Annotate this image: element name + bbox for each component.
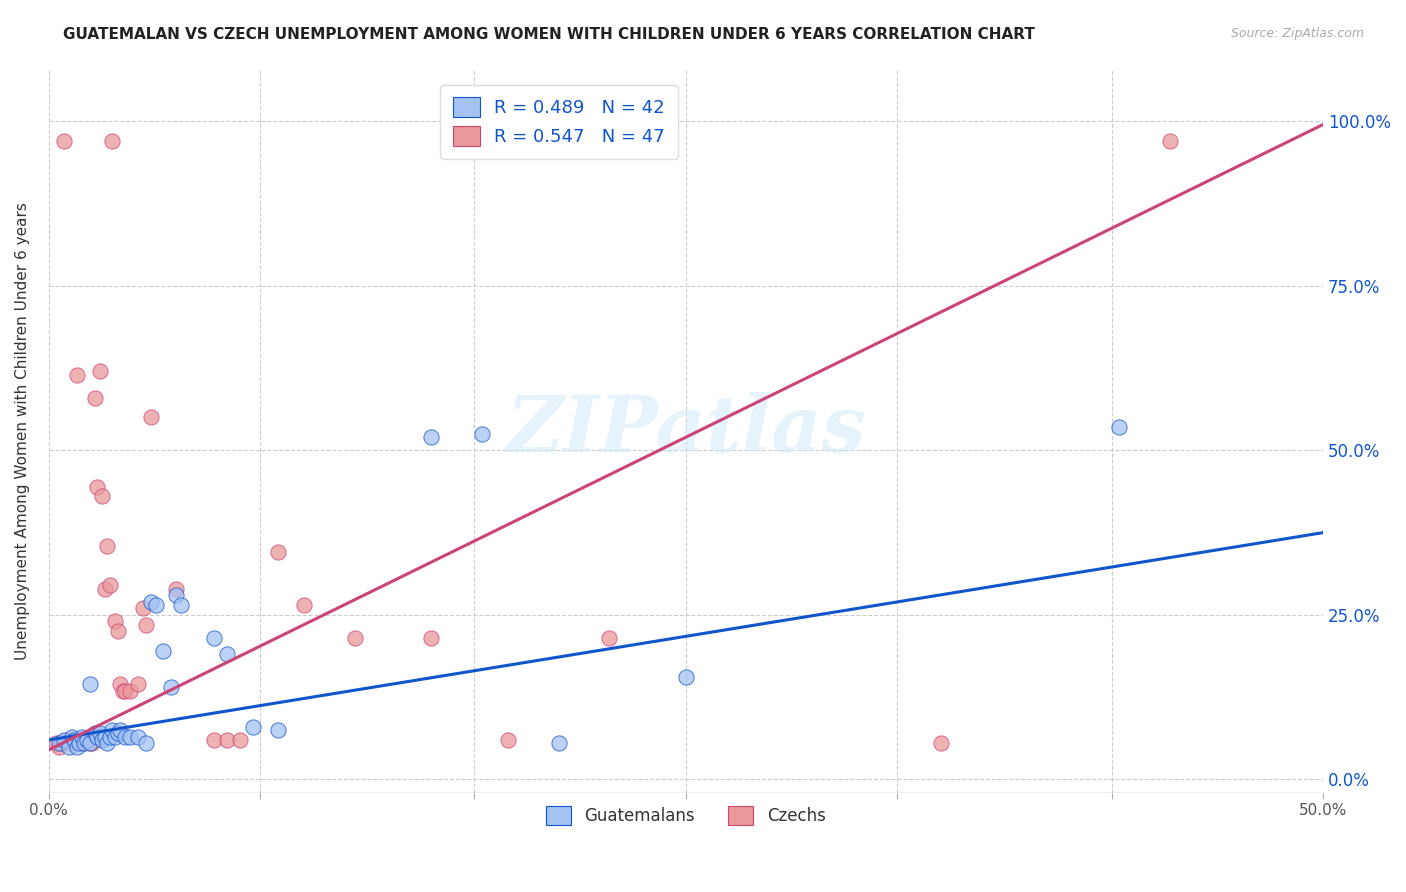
Point [1108,420,1130,434]
Point [165,588,187,602]
Point [217,648,239,662]
Point [70,730,93,744]
Point [496,733,519,747]
Point [79,677,101,691]
Point [229,733,252,747]
Point [152,644,174,658]
Point [114,683,136,698]
Point [58,736,80,750]
Legend: Guatemalans, Czechs: Guatemalans, Czechs [536,797,835,835]
Point [60,733,83,747]
Point [547,736,569,750]
Point [160,681,183,695]
Point [170,598,193,612]
Point [53,733,76,747]
Point [111,683,134,698]
Point [135,736,157,750]
Point [66,368,89,382]
Point [60,730,83,744]
Point [1159,134,1181,148]
Point [86,730,108,744]
Text: ZIPatlas: ZIPatlas [506,392,866,469]
Point [98,578,121,592]
Point [76,733,98,747]
Point [108,723,131,738]
Point [675,670,697,684]
Point [91,733,114,747]
Point [53,134,76,148]
Point [267,545,290,559]
Point [139,410,162,425]
Point [132,601,155,615]
Point [120,683,142,698]
Point [242,720,264,734]
Point [471,426,494,441]
Point [165,582,187,596]
Point [120,730,142,744]
Point [217,733,239,747]
Point [292,598,315,612]
Y-axis label: Unemployment Among Women with Children Under 6 years: Unemployment Among Women with Children U… [15,202,30,659]
Point [89,364,111,378]
Point [127,677,149,691]
Point [108,677,131,691]
Point [63,733,86,747]
Point [67,736,90,750]
Point [48,736,70,750]
Point [79,736,101,750]
Point [63,736,86,750]
Point [204,631,226,645]
Text: GUATEMALAN VS CZECH UNEMPLOYMENT AMONG WOMEN WITH CHILDREN UNDER 6 YEARS CORRELA: GUATEMALAN VS CZECH UNEMPLOYMENT AMONG W… [63,27,1035,42]
Point [94,582,117,596]
Point [96,736,118,750]
Point [79,736,101,750]
Point [104,730,127,744]
Point [76,733,98,747]
Point [343,631,366,645]
Point [96,539,118,553]
Text: Source: ZipAtlas.com: Source: ZipAtlas.com [1230,27,1364,40]
Point [267,723,290,738]
Point [94,730,117,744]
Point [104,615,127,629]
Point [51,736,73,750]
Point [67,733,90,747]
Point [45,736,67,750]
Point [420,430,443,444]
Point [89,726,111,740]
Point [420,631,443,645]
Point [135,617,157,632]
Point [204,733,226,747]
Point [66,739,89,754]
Point [98,730,121,744]
Point [107,726,129,740]
Point [80,736,103,750]
Point [929,736,952,750]
Point [107,624,129,639]
Point [73,736,96,750]
Point [139,595,162,609]
Point [83,391,105,405]
Point [127,730,149,744]
Point [86,479,108,493]
Point [70,736,93,750]
Point [55,733,77,747]
Point [114,730,136,744]
Point [58,739,80,754]
Point [91,490,114,504]
Point [48,739,70,754]
Point [101,723,124,738]
Point [145,598,167,612]
Point [598,631,620,645]
Point [101,134,124,148]
Point [83,726,105,740]
Point [73,736,96,750]
